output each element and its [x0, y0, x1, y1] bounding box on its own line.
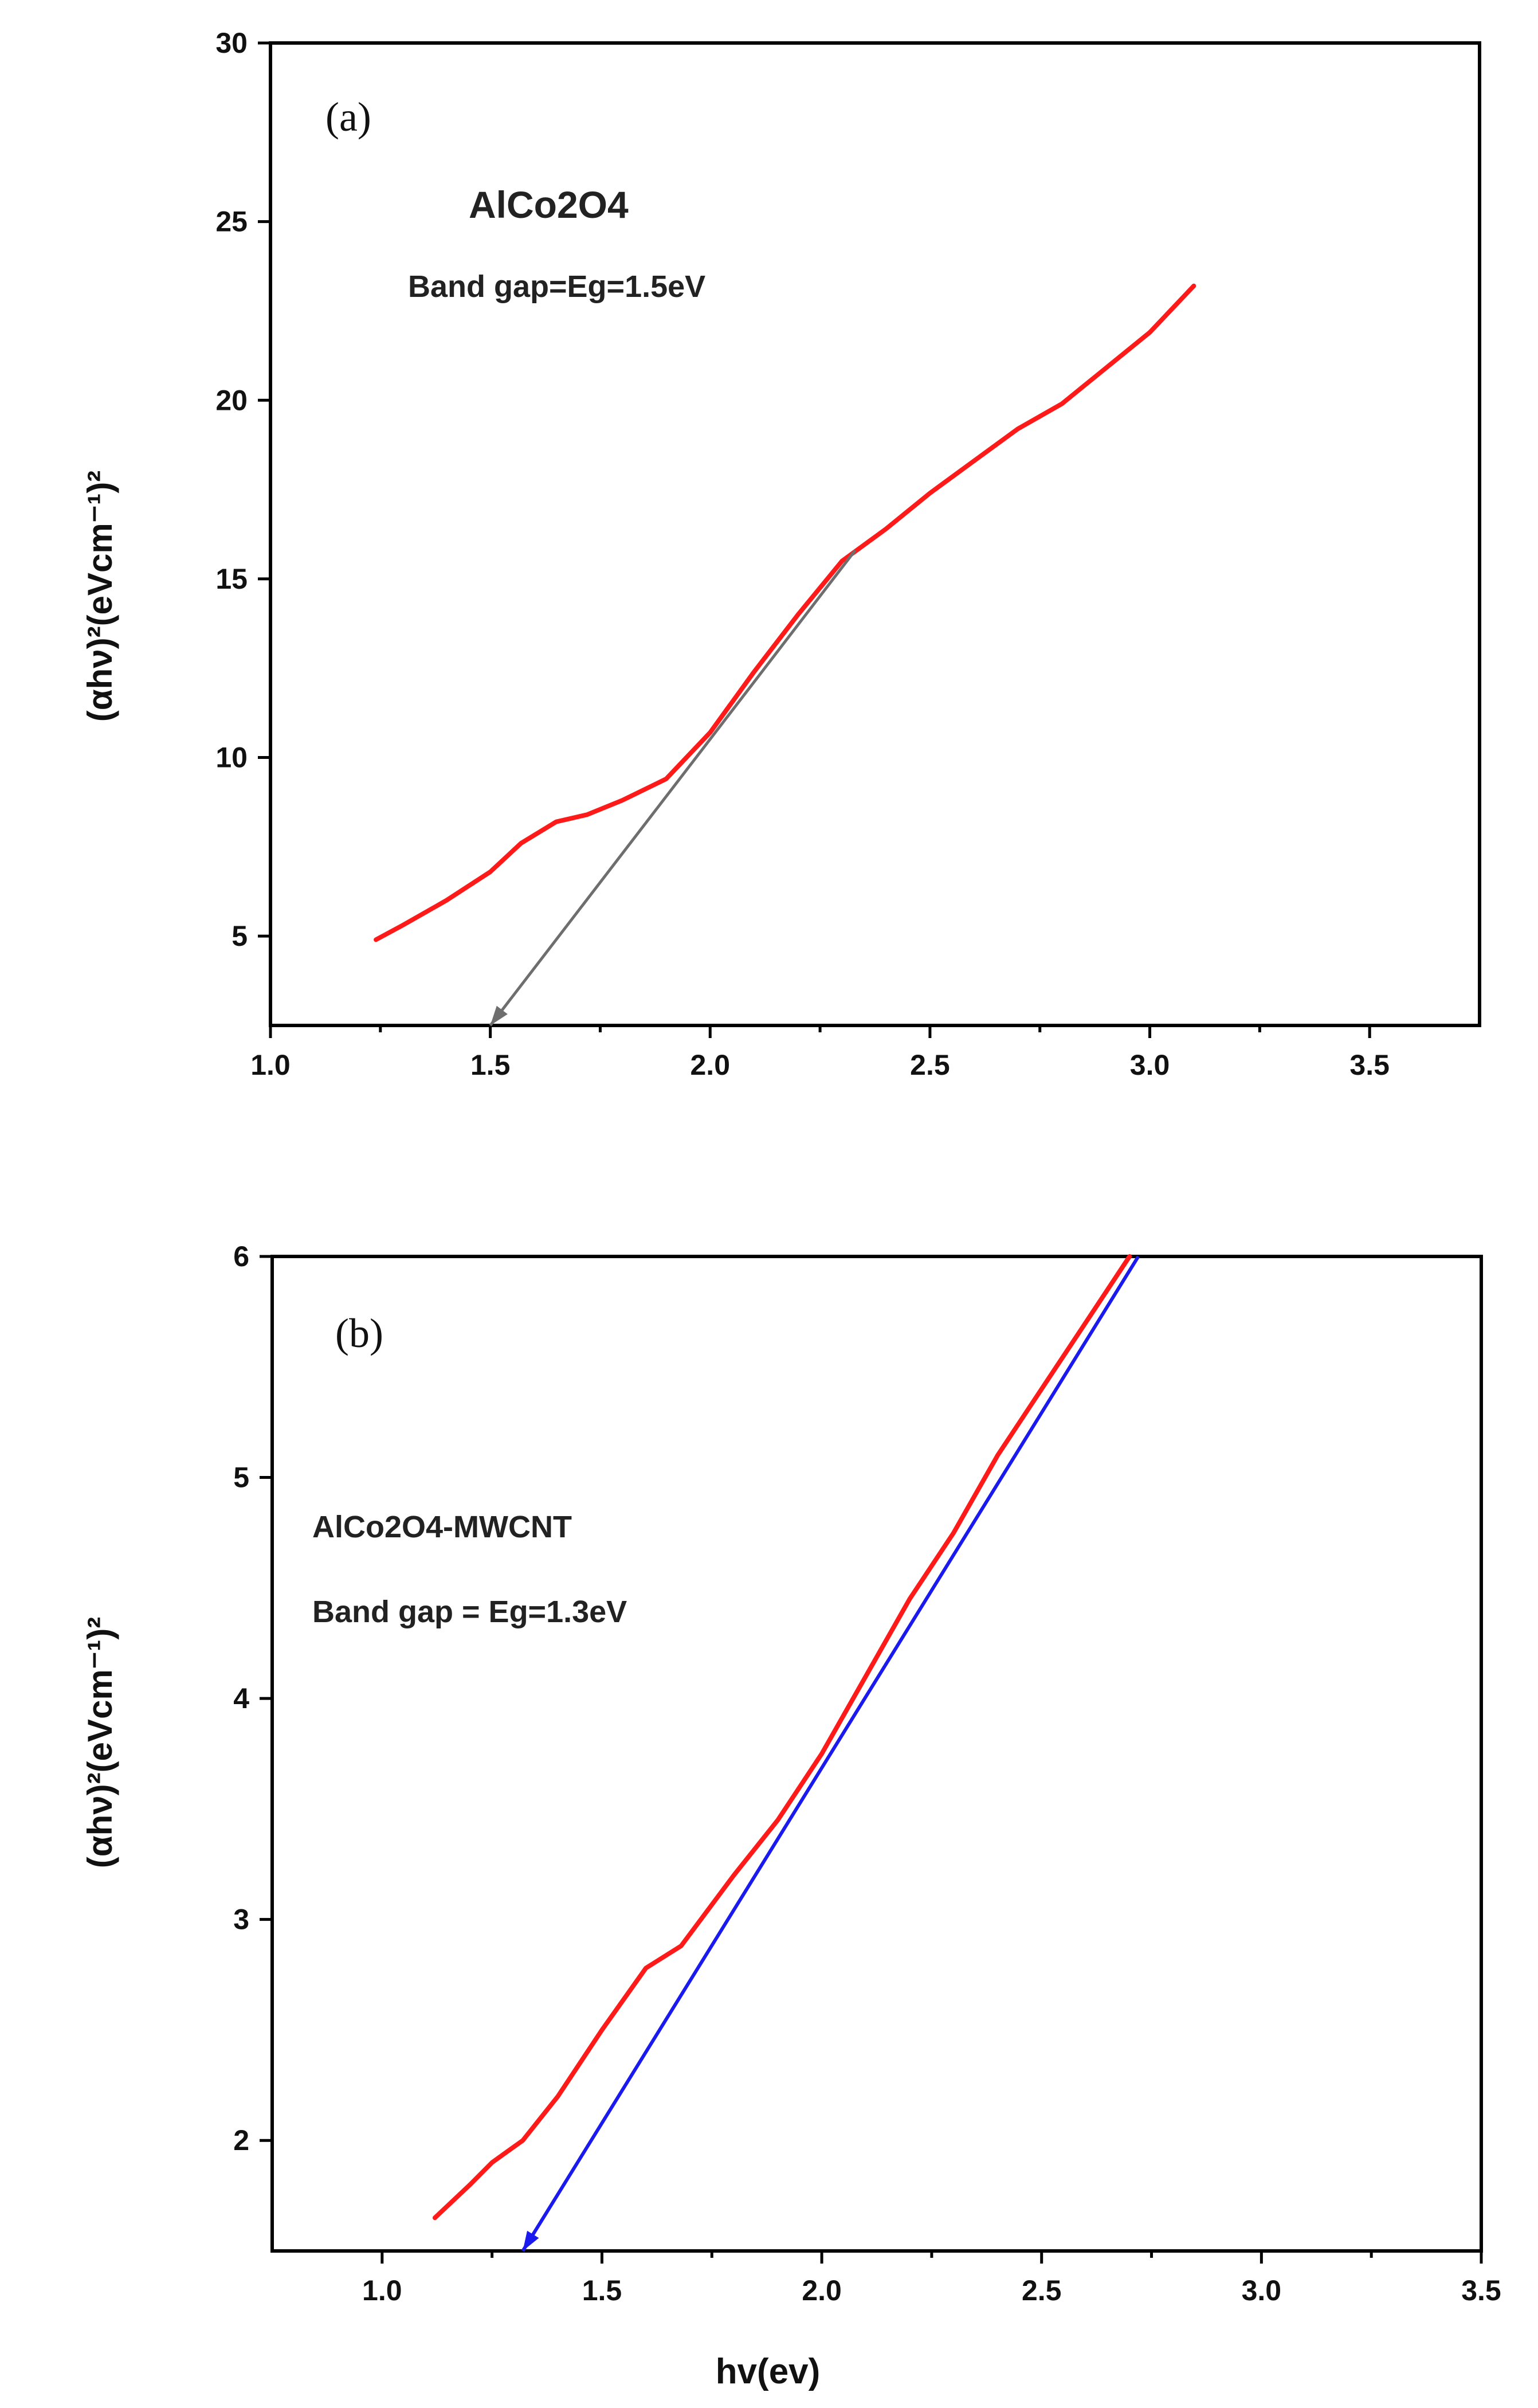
tauc-fit-line	[489, 549, 857, 1027]
y-tick-label: 5	[232, 920, 248, 952]
panel-a-ticks	[258, 41, 1371, 1038]
panel-a-frame	[269, 41, 1481, 1027]
x-tick-label: 3.5	[1349, 1049, 1390, 1081]
x-tick-label: 1.0	[250, 1049, 291, 1081]
x-tick-label: 1.0	[362, 2274, 402, 2307]
panel-a-label: (a)	[325, 94, 371, 140]
x-tick-label: 3.0	[1130, 1049, 1170, 1081]
x-tick-label: 2.0	[690, 1049, 731, 1081]
x-tick-label: 1.5	[470, 1049, 511, 1081]
panel-b-series	[432, 1254, 1140, 2252]
y-tick-label: 15	[215, 563, 248, 595]
y-tick-label: 2	[233, 2124, 249, 2156]
y-tick-label: 3	[233, 1904, 249, 1936]
panel-a-series	[374, 283, 1196, 1027]
x-tick-label: 2.5	[910, 1049, 950, 1081]
panel-a-title: AlCo2O4	[469, 183, 629, 226]
panel-b-annotation-1: AlCo2O4-MWCNT	[312, 1510, 572, 1544]
y-tick-label: 25	[215, 206, 248, 238]
y-tick-label: 20	[215, 384, 248, 416]
panel-a: 1.0 1.5 2.0 2.5 3.0 3.5 5 10 15 20 25 30 (a) AlCo2O…	[81, 27, 1481, 1081]
y-tick-label: 10	[215, 742, 248, 774]
tauc-fit-arrowhead	[490, 1005, 508, 1025]
panel-a-annotation: Band gap=Eg=1.5eV	[408, 269, 705, 304]
panel-b-tick-labels: 1.0 1.5 2.0 2.5 3.0 3.5 2 3 4 5 6	[233, 1240, 1501, 2307]
tauc-fit-arrowhead	[523, 2230, 539, 2251]
y-tick-label: 4	[233, 1682, 249, 1714]
panel-b-xlabel: hv(ev)	[716, 2352, 821, 2391]
panel-a-ylabel: (αhν)²(eVcm⁻¹)²	[81, 471, 119, 722]
x-tick-label: 2.5	[1022, 2274, 1062, 2307]
tauc-fit-line	[521, 1255, 1140, 2252]
x-tick-label: 3.0	[1242, 2274, 1282, 2307]
panel-a-tick-labels: 1.0 1.5 2.0 2.5 3.0 3.5 5 10 15 20 25 30	[215, 27, 1390, 1081]
y-tick-label: 6	[233, 1240, 249, 1272]
y-tick-label: 30	[215, 27, 248, 59]
y-tick-label: 5	[233, 1462, 249, 1494]
panel-b-label: (b)	[335, 1310, 383, 1356]
panel-b: 1.0 1.5 2.0 2.5 3.0 3.5 2 3 4 5 6 (b) AlCo2O4-MWCN…	[81, 1240, 1501, 2391]
x-tick-label: 2.0	[802, 2274, 842, 2307]
panel-b-annotation-2: Band gap = Eg=1.3eV	[312, 1595, 627, 1629]
x-tick-label: 3.5	[1461, 2274, 1501, 2307]
panel-b-frame	[270, 1255, 1483, 2253]
panel-b-ylabel: (αhν)²(eVcm⁻¹)²	[81, 1617, 119, 1869]
data-series-line	[374, 283, 1196, 942]
data-series-line	[432, 1254, 1132, 2221]
panel-b-ticks	[260, 1255, 1483, 2264]
x-tick-label: 1.5	[582, 2274, 622, 2307]
